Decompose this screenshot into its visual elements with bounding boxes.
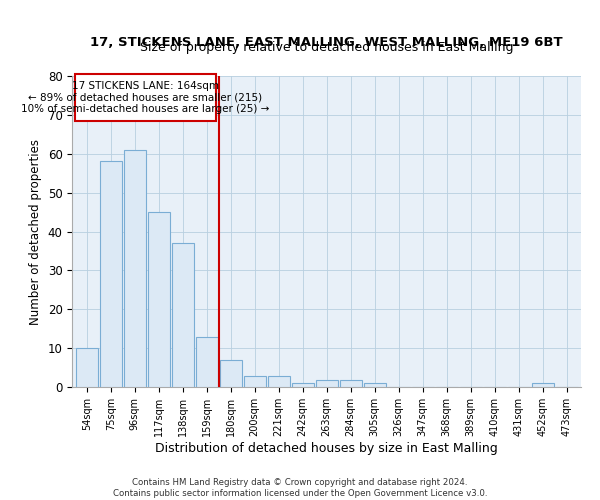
Bar	[340, 380, 362, 388]
Bar	[292, 384, 314, 388]
Bar	[364, 384, 386, 388]
Bar	[268, 376, 290, 388]
Bar	[316, 380, 338, 388]
Text: Contains HM Land Registry data © Crown copyright and database right 2024.
Contai: Contains HM Land Registry data © Crown c…	[113, 478, 487, 498]
Bar	[124, 150, 146, 388]
Bar	[76, 348, 98, 388]
Bar	[196, 336, 218, 388]
Title: Size of property relative to detached houses in East Malling: Size of property relative to detached ho…	[140, 40, 514, 54]
Bar	[244, 376, 266, 388]
Bar	[100, 162, 122, 388]
Bar	[148, 212, 170, 388]
X-axis label: Distribution of detached houses by size in East Malling: Distribution of detached houses by size …	[155, 442, 498, 455]
FancyBboxPatch shape	[74, 74, 217, 120]
Bar	[220, 360, 242, 388]
Bar	[532, 384, 554, 388]
Bar	[172, 243, 194, 388]
Text: 17, STICKENS LANE, EAST MALLING, WEST MALLING, ME19 6BT: 17, STICKENS LANE, EAST MALLING, WEST MA…	[91, 36, 563, 49]
Text: 17 STICKENS LANE: 164sqm
← 89% of detached houses are smaller (215)
10% of semi-: 17 STICKENS LANE: 164sqm ← 89% of detach…	[22, 80, 269, 114]
Y-axis label: Number of detached properties: Number of detached properties	[29, 138, 42, 324]
